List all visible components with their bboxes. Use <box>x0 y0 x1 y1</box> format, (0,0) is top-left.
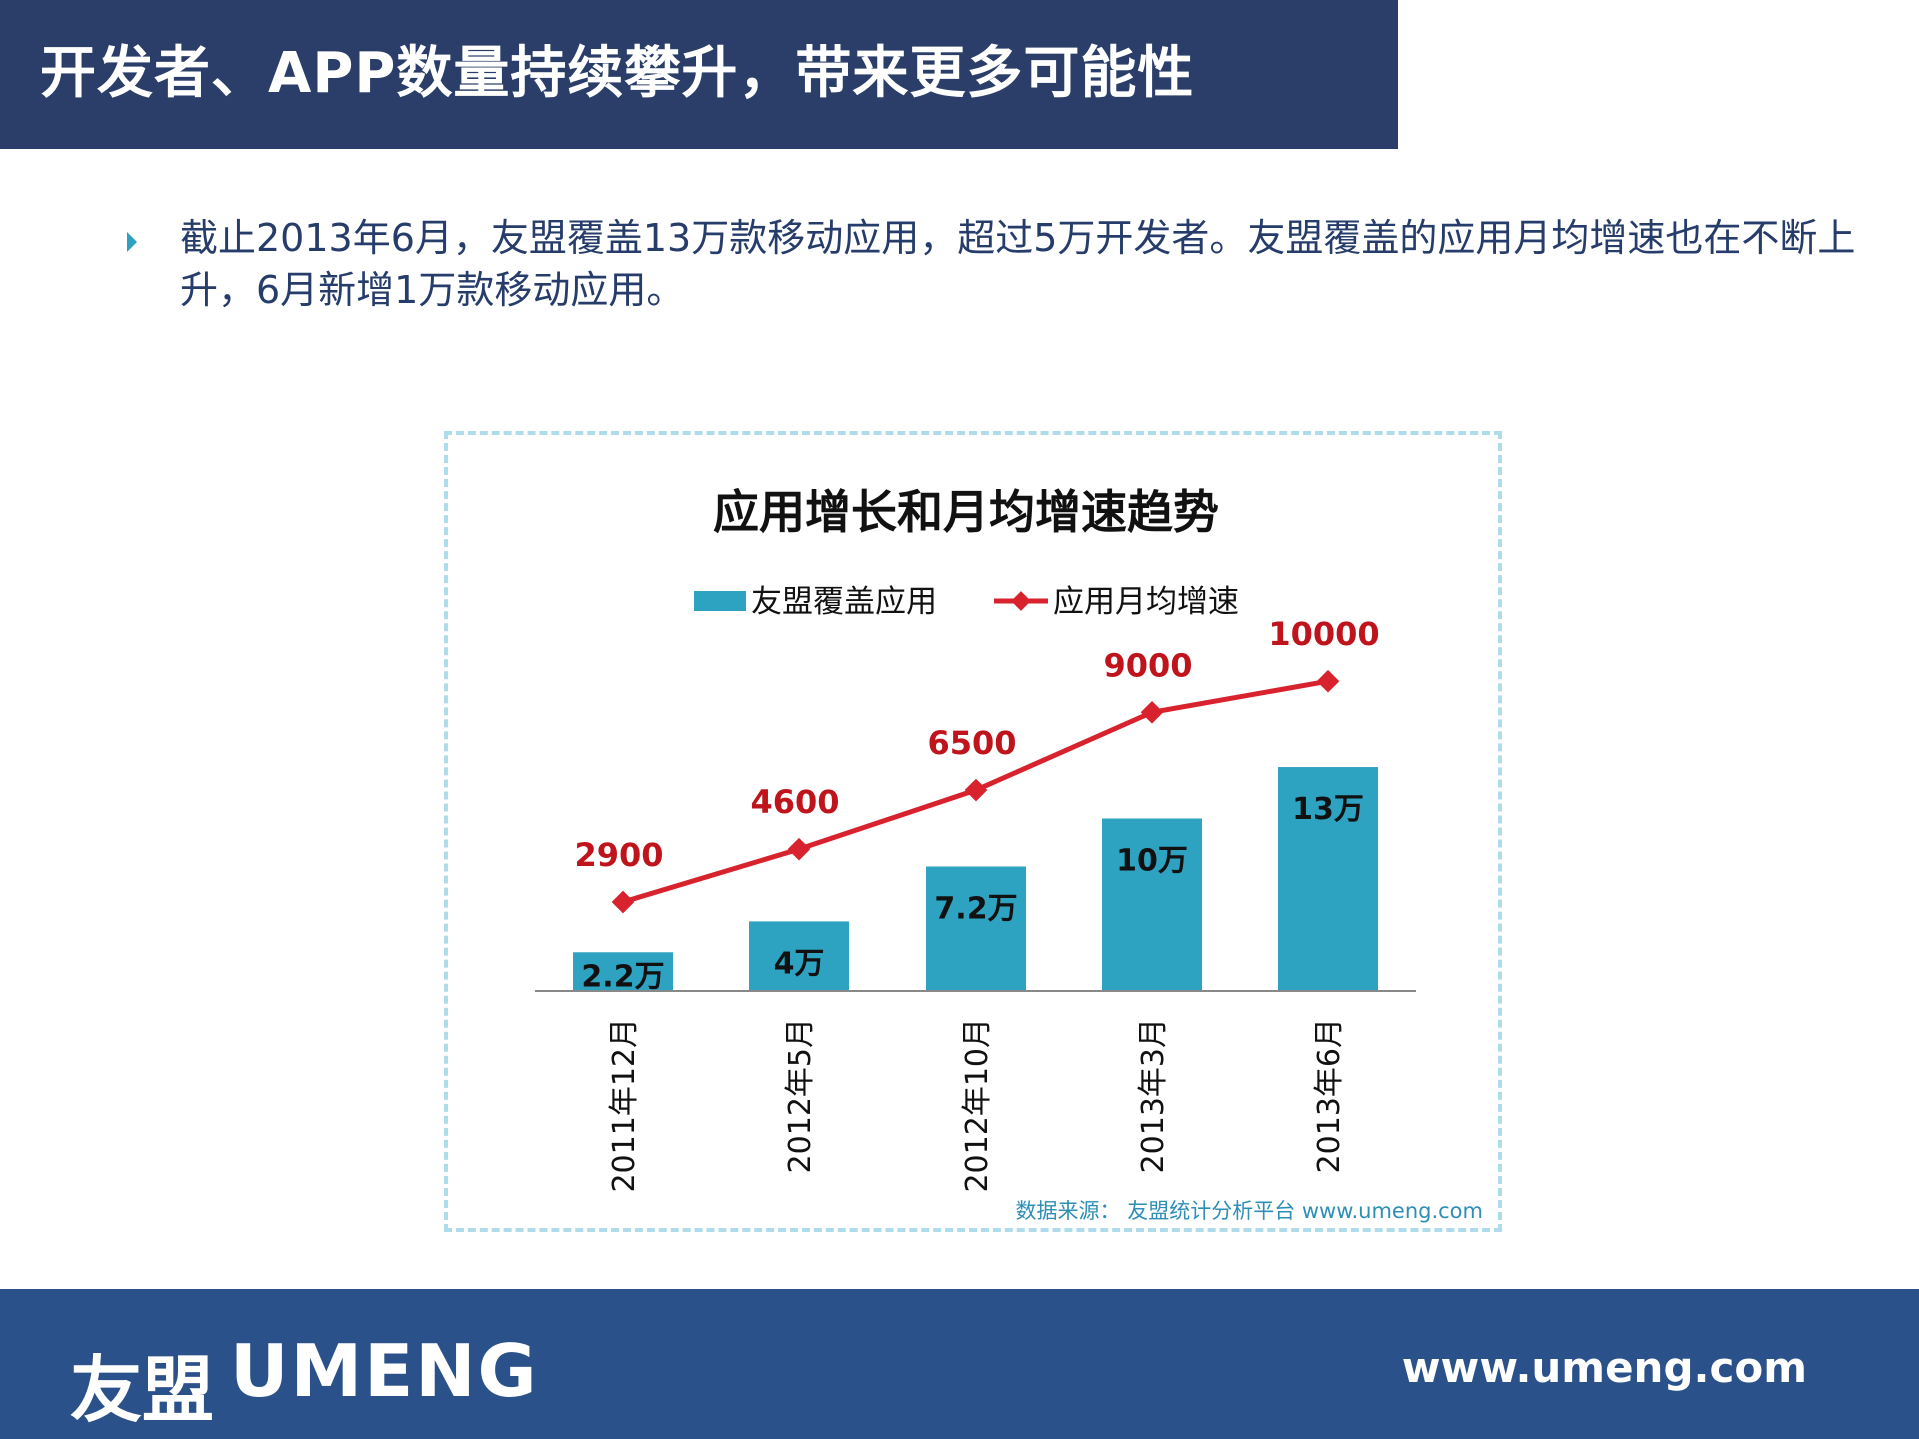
x-tick-label: 2011年12月 <box>607 1018 642 1193</box>
chart-title: 应用增长和月均增速趋势 <box>713 485 1219 539</box>
line-marker <box>964 778 988 802</box>
logo-cn: 友盟 <box>70 1348 215 1432</box>
line-data-label: 9000 <box>1103 646 1192 684</box>
chart-frame <box>444 431 1502 1232</box>
line-data-label: 10000 <box>1268 615 1379 653</box>
line-marker <box>611 890 635 914</box>
line-marker <box>1140 700 1164 724</box>
source-note: 数据来源： 友盟统计分析平台 www.umeng.com <box>1016 1199 1483 1223</box>
line-marker <box>1316 669 1340 693</box>
footer-url[interactable]: www.umeng.com <box>1401 1343 1807 1392</box>
bar <box>1102 818 1202 990</box>
x-tick-label: 2013年6月 <box>1312 1018 1347 1173</box>
bar-label: 7.2万 <box>934 892 1017 927</box>
bar <box>749 921 849 990</box>
x-tick-label: 2012年10月 <box>960 1018 995 1193</box>
page-title: 开发者、APP数量持续攀升，带来更多可能性 <box>40 41 1195 106</box>
bar <box>573 952 673 990</box>
bar-label: 2.2万 <box>581 959 664 994</box>
bar <box>1278 767 1378 990</box>
header-bar: 开发者、APP数量持续攀升，带来更多可能性 <box>0 0 1398 149</box>
line-data-label: 6500 <box>927 724 1016 762</box>
bullet-text: 截止2013年6月，友盟覆盖13万款移动应用，超过5万开发者。友盟覆盖的应用月均… <box>180 216 1856 312</box>
line-marker <box>787 837 811 861</box>
bar-label: 13万 <box>1292 792 1364 827</box>
legend-line-marker <box>1011 591 1031 611</box>
legend-bar-swatch <box>694 591 746 611</box>
footer-bar: 友盟 UMENG www.umeng.com <box>0 1289 1919 1439</box>
x-tick-label: 2013年3月 <box>1136 1018 1171 1173</box>
bullet-icon <box>127 232 137 252</box>
bar-label: 4万 <box>774 946 825 981</box>
logo-en: UMENG <box>230 1329 539 1413</box>
x-tick-label: 2012年5月 <box>783 1018 818 1173</box>
line-data-label: 2900 <box>574 836 663 874</box>
legend-bar-label: 友盟覆盖应用 <box>751 584 937 620</box>
legend-line-label: 应用月均增速 <box>1053 584 1239 620</box>
line-data-label: 4600 <box>750 783 839 821</box>
bar-label: 10万 <box>1116 844 1188 879</box>
bar <box>926 866 1026 990</box>
